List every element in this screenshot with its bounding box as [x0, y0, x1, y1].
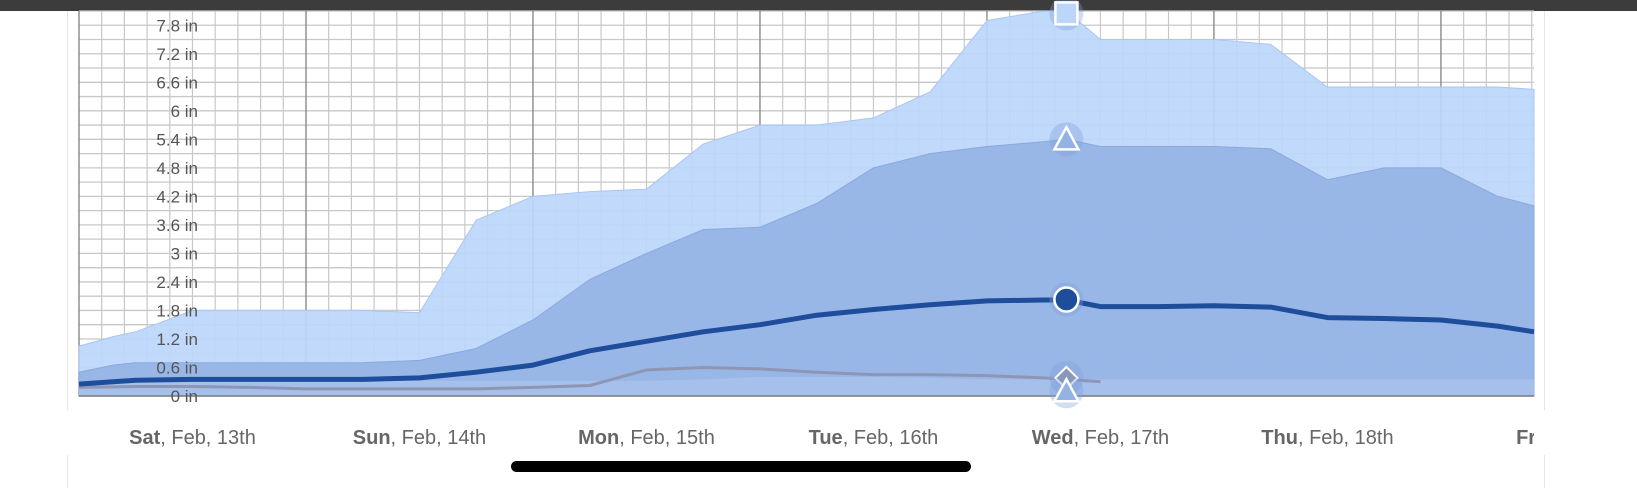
- scroll-indicator[interactable]: [511, 461, 971, 472]
- y-tick-label: 7.8 in: [156, 16, 198, 35]
- marker-triangle: [1052, 376, 1081, 403]
- x-label-clip-left: [0, 410, 79, 455]
- y-tick-label: 1.8 in: [156, 301, 198, 320]
- inner-band-area: [78, 138, 1535, 397]
- x-tick-label: Mon, Feb, 15th: [578, 427, 715, 449]
- x-tick-label: Sat, Feb, 13th: [129, 427, 256, 449]
- y-tick-label: 1.2 in: [156, 330, 198, 349]
- y-tick-label: 6 in: [171, 102, 198, 121]
- top-bar: [0, 0, 1637, 11]
- frame-left-border: [67, 11, 68, 488]
- marker-triangle: [1052, 124, 1081, 151]
- y-tick-label: 2.4 in: [156, 273, 198, 292]
- y-tick-label: 5.4 in: [156, 130, 198, 149]
- x-tick-day: Sun: [353, 427, 391, 449]
- x-tick-label: Tue, Feb, 16th: [809, 427, 939, 449]
- secondary-line: [78, 366, 1101, 391]
- chart-lines: [78, 297, 1535, 397]
- x-tick-date: , Feb, 17th: [1074, 427, 1170, 449]
- x-tick-day: Mon: [578, 427, 619, 449]
- y-tick-label: 4.2 in: [156, 187, 198, 206]
- x-tick-date: , Feb, 15th: [619, 427, 715, 449]
- y-tick-label: 3.6 in: [156, 216, 198, 235]
- hover-markers[interactable]: [1049, 0, 1084, 409]
- x-tick-date: , Feb, 16th: [843, 427, 939, 449]
- marker-circle: [1053, 286, 1080, 313]
- median-line: [78, 297, 1535, 387]
- lower-band-area: [79, 377, 1534, 396]
- x-tick-day: Tue: [809, 427, 843, 449]
- x-tick-day: Sat: [129, 427, 160, 449]
- x-tick-label: Sun, Feb, 14th: [353, 427, 486, 449]
- y-tick-label: 4.8 in: [156, 159, 198, 178]
- y-axis-ticks: 0 in 0.6 in 1.2 in 1.8 in 2.4 in 3 in 3.6 in 4.…: [156, 16, 198, 406]
- chart-areas: [78, 10, 1535, 397]
- y-tick-label: 3 in: [171, 244, 198, 263]
- x-tick-date: , Feb, 14th: [391, 427, 487, 449]
- x-tick-label: Thu, Feb, 18th: [1261, 427, 1393, 449]
- x-tick-date: , Feb, 13th: [160, 427, 256, 449]
- x-axis-ticks: Sat, Feb, 13th Sun, Feb, 14th Mon, Feb, 15…: [0, 410, 1637, 455]
- frame-right-border: [1544, 11, 1545, 488]
- y-tick-label: 0.6 in: [156, 358, 198, 377]
- y-tick-label: 0 in: [171, 387, 198, 406]
- marker-square: [1054, 1, 1079, 26]
- y-tick-label: 7.2 in: [156, 45, 198, 64]
- x-tick-day: Thu: [1261, 427, 1298, 449]
- x-tick-label: Wed, Feb, 17th: [1032, 427, 1169, 449]
- x-label-clip-right: [1534, 410, 1637, 455]
- x-tick-date: , Feb, 18th: [1298, 427, 1394, 449]
- x-tick-day: Wed: [1032, 427, 1074, 449]
- y-tick-label: 6.6 in: [156, 73, 198, 92]
